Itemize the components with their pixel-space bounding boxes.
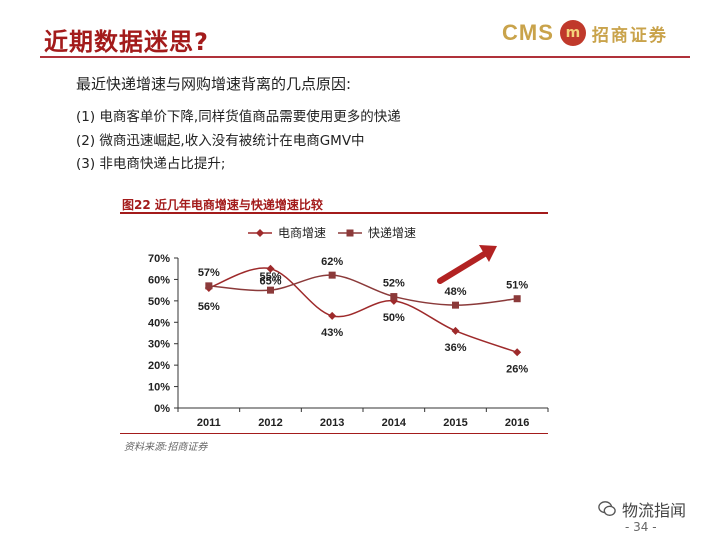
y-tick-label: 60% (148, 274, 170, 286)
data-label-express: 48% (444, 286, 466, 298)
reason-item-3: (3) 非电商快递占比提升; (76, 156, 226, 172)
series-line-ecommerce (208, 267, 518, 353)
figure-bottom-divider (120, 433, 548, 434)
logo-chinese-text: 招商证券 (591, 25, 668, 46)
logo-mark-icon: m (559, 20, 586, 46)
watermark-text: 物流指闻 (622, 501, 687, 520)
y-tick-label: 70% (148, 253, 170, 265)
data-point-ecommerce (266, 264, 275, 273)
data-point-express (452, 301, 459, 309)
logo-text: CMS (502, 20, 554, 45)
y-tick-label: 20% (148, 360, 170, 372)
data-point-ecommerce (451, 326, 460, 335)
x-tick-label: 2011 (197, 417, 221, 429)
data-label-express: 55% (259, 271, 281, 283)
data-point-express (513, 295, 521, 303)
trend-arrow-head (479, 245, 497, 262)
y-tick-label: 30% (148, 339, 170, 351)
data-label-ecommerce: 56% (198, 301, 220, 313)
data-point-express (328, 271, 336, 279)
legend-label-express: 快递增速 (368, 226, 416, 240)
data-label-express: 57% (198, 267, 220, 279)
figure-title: 图22 近几年电商增速与快递增速比较 (122, 198, 323, 212)
data-point-express (267, 286, 274, 294)
y-tick-label: 50% (148, 296, 170, 308)
data-label-express: 62% (321, 256, 343, 268)
data-label-ecommerce: 50% (383, 312, 405, 324)
series-line-express (208, 274, 518, 306)
reason-item-1: (1) 电商客单价下降,同样货值商品需要使用更多的快递 (76, 109, 401, 125)
intro-text: 最近快递增速与网购增速背离的几点原因: (76, 75, 352, 93)
data-point-ecommerce (328, 311, 337, 320)
trend-arrow-shaft (437, 250, 489, 284)
y-tick-label: 10% (148, 382, 170, 394)
y-tick-label: 0% (154, 403, 170, 415)
legend-marker-diamond (256, 229, 264, 237)
page-number: - 34 - (625, 520, 657, 534)
watermark: 物流指闻 (598, 497, 686, 521)
x-tick-label: 2015 (443, 417, 467, 429)
data-label-ecommerce: 26% (506, 363, 528, 375)
data-point-express (390, 293, 398, 301)
legend-marker-square (346, 229, 354, 237)
x-tick-label: 2012 (258, 417, 282, 429)
wechat-icon (598, 501, 616, 516)
data-point-ecommerce (513, 348, 522, 357)
data-label-ecommerce: 36% (444, 342, 466, 354)
source-note: 资料来源:招商证券 (124, 442, 208, 453)
page-title: 近期数据迷思? (44, 28, 209, 56)
legend-label-ecommerce: 电商增速 (278, 225, 326, 240)
header-divider (40, 56, 690, 58)
data-label-express: 52% (383, 278, 405, 290)
data-label-ecommerce: 65% (259, 276, 281, 288)
x-tick-label: 2014 (382, 417, 407, 429)
x-tick-label: 2016 (505, 417, 529, 429)
cms-logo: CMS m 招商证券 (502, 18, 668, 48)
x-tick-label: 2013 (320, 417, 344, 429)
data-label-ecommerce: 43% (321, 327, 343, 339)
data-point-express (205, 282, 213, 290)
reason-item-2: (2) 微商迅速崛起,收入没有被统计在电商GMV中 (76, 133, 365, 149)
figure-title-divider (120, 212, 548, 214)
y-tick-label: 40% (148, 317, 170, 329)
data-label-express: 51% (506, 280, 528, 292)
